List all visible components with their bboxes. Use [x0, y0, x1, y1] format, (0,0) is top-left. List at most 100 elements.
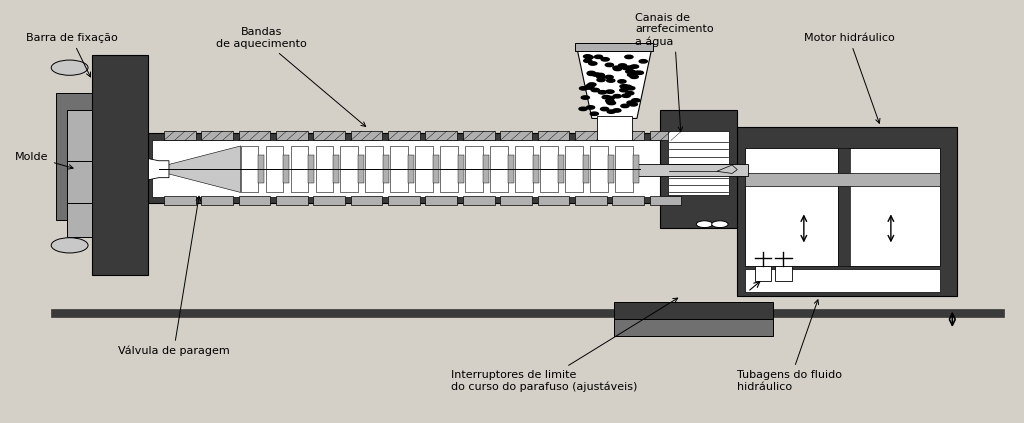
Circle shape [628, 73, 636, 77]
Bar [612, 196, 644, 205]
Bar [482, 155, 489, 183]
Circle shape [580, 87, 588, 90]
Bar [283, 155, 290, 183]
Bar [426, 196, 457, 205]
Circle shape [606, 96, 614, 100]
Bar [575, 43, 653, 51]
Circle shape [586, 84, 594, 88]
Circle shape [626, 70, 634, 73]
Bar [614, 302, 773, 319]
Bar [745, 269, 940, 292]
Bar [416, 146, 433, 192]
Circle shape [589, 62, 597, 65]
Bar [366, 146, 383, 192]
Bar [388, 196, 420, 205]
Text: Canais de
arrefecimento
a água: Canais de arrefecimento a água [635, 13, 714, 132]
Bar [241, 146, 258, 192]
Bar [239, 131, 270, 140]
Circle shape [612, 109, 621, 112]
Bar [614, 319, 773, 336]
Text: Interruptores de limite
do curso do parafuso (ajustáveis): Interruptores de limite do curso do para… [451, 298, 678, 392]
Circle shape [598, 91, 606, 94]
Bar [745, 173, 940, 186]
Bar [737, 127, 957, 296]
Circle shape [605, 99, 613, 102]
Bar [164, 196, 196, 205]
Bar [660, 110, 737, 228]
Circle shape [627, 70, 635, 74]
Circle shape [635, 71, 643, 74]
Bar [340, 146, 358, 192]
Bar [201, 196, 233, 205]
Bar [152, 140, 664, 197]
Circle shape [620, 85, 628, 88]
Bar [239, 196, 270, 205]
Circle shape [622, 94, 630, 97]
Circle shape [51, 238, 88, 253]
Bar [500, 131, 532, 140]
Circle shape [630, 75, 638, 79]
Polygon shape [148, 159, 169, 180]
Bar [313, 131, 345, 140]
Bar [315, 146, 333, 192]
Circle shape [592, 73, 600, 76]
Circle shape [600, 107, 608, 111]
Bar [358, 155, 365, 183]
Circle shape [584, 59, 592, 63]
Bar [308, 155, 314, 183]
Bar [67, 203, 92, 237]
Circle shape [618, 64, 627, 67]
Bar [635, 164, 748, 176]
Bar [51, 309, 1004, 317]
Circle shape [602, 96, 610, 99]
Bar [148, 133, 666, 203]
Circle shape [606, 79, 614, 82]
Circle shape [613, 66, 622, 69]
Circle shape [584, 55, 592, 58]
Bar [313, 196, 345, 205]
Circle shape [626, 66, 634, 69]
Bar [333, 155, 339, 183]
Circle shape [696, 221, 713, 228]
Polygon shape [578, 51, 651, 118]
Bar [67, 152, 92, 203]
Circle shape [607, 101, 615, 104]
Circle shape [613, 67, 622, 71]
Bar [615, 146, 633, 192]
Circle shape [51, 60, 88, 75]
Circle shape [617, 80, 626, 83]
Polygon shape [717, 165, 737, 173]
Bar [583, 155, 589, 183]
Bar [515, 146, 532, 192]
Bar [508, 155, 514, 183]
Bar [440, 146, 458, 192]
Text: Tubagens do fluido
hidráulico: Tubagens do fluido hidráulico [737, 300, 843, 392]
Bar [56, 93, 92, 220]
Text: Molde: Molde [15, 151, 73, 169]
Circle shape [626, 91, 634, 95]
Bar [433, 155, 439, 183]
Circle shape [631, 65, 639, 68]
Bar [558, 155, 564, 183]
Circle shape [613, 94, 622, 98]
Bar [532, 155, 539, 183]
Bar [607, 155, 613, 183]
Bar [390, 146, 408, 192]
Circle shape [588, 72, 596, 75]
Bar [350, 196, 383, 205]
Circle shape [586, 86, 594, 89]
Bar [291, 146, 308, 192]
Bar [575, 196, 606, 205]
Circle shape [627, 87, 635, 90]
Bar [463, 131, 495, 140]
Bar [838, 148, 850, 266]
Circle shape [591, 88, 599, 92]
Circle shape [597, 78, 605, 82]
Bar [633, 155, 639, 183]
Circle shape [621, 104, 629, 107]
Bar [388, 131, 420, 140]
Bar [201, 131, 233, 140]
Bar [463, 196, 495, 205]
Circle shape [712, 221, 728, 228]
Circle shape [607, 110, 615, 113]
